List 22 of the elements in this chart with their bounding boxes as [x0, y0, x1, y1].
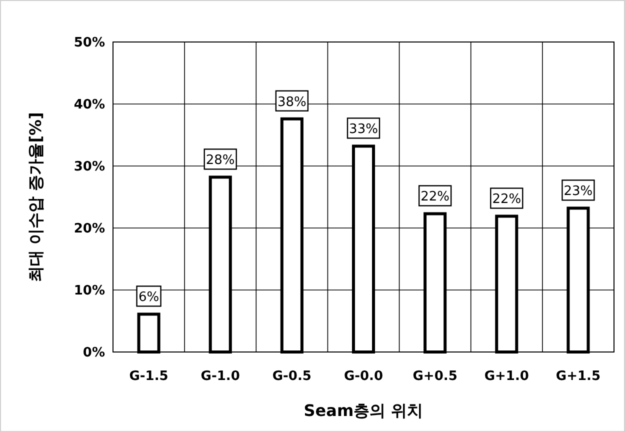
x-tick-label: G+1.0	[484, 369, 529, 384]
y-tick-label: 40%	[74, 98, 105, 113]
y-tick-label: 50%	[74, 36, 105, 51]
data-label: 22%	[492, 192, 522, 208]
data-label: 22%	[420, 190, 450, 205]
data-label: 33%	[349, 122, 378, 138]
y-axis-title: 최대 이수압 증가율[%]	[26, 112, 45, 282]
x-tick-label: G-0.0	[344, 369, 384, 384]
x-tick-label: G-0.5	[272, 369, 312, 384]
data-label: 23%	[564, 184, 593, 200]
y-tick-label: 30%	[74, 160, 105, 175]
y-tick-label: 0%	[82, 346, 105, 361]
x-tick-label: G-1.0	[200, 369, 240, 384]
x-tick-label: G-1.5	[129, 369, 168, 384]
x-tick-label: G+1.5	[556, 369, 601, 384]
x-tick-label: G+0.5	[412, 369, 458, 384]
data-label: 28%	[206, 153, 235, 168]
y-tick-label: 20%	[74, 222, 105, 237]
y-tick-label: 10%	[74, 284, 105, 299]
data-label: 38%	[277, 94, 306, 110]
x-axis-title: Seam층의 위치	[304, 401, 424, 420]
data-label: 6%	[138, 290, 160, 306]
